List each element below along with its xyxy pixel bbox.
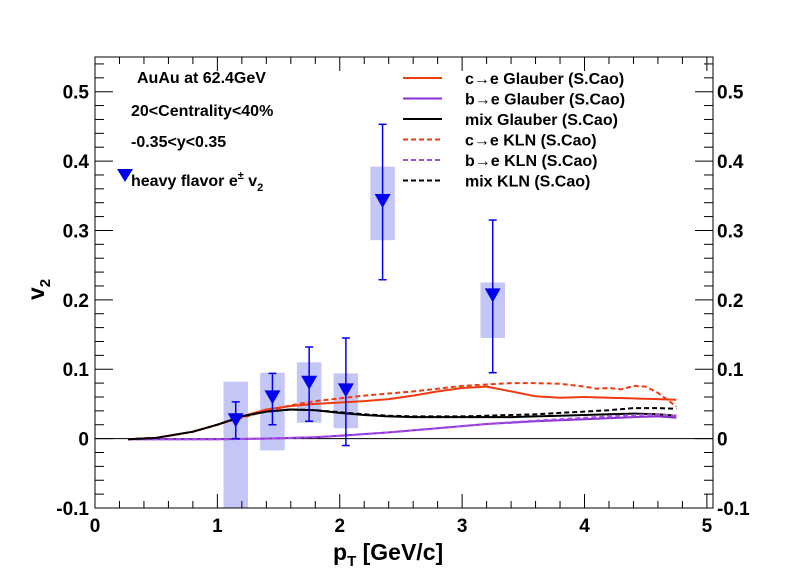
y-tick-label-left-2: 0.1 (63, 360, 90, 381)
legend-label-1: b→e Glauber (S.Cao) (465, 92, 625, 109)
legend-label-4: b→e KLN (S.Cao) (465, 153, 597, 170)
y-tick-label-left-4: 0.3 (63, 221, 89, 242)
y-tick-label-left-5: 0.4 (63, 152, 90, 173)
data-point-0 (227, 413, 244, 428)
y-tick-label-right-6: 0.5 (717, 83, 744, 104)
x-tick-label-2: 2 (334, 516, 345, 537)
annotations: AuAu at 62.4GeV 20<Centrality<40% -0.35<… (117, 70, 273, 194)
y-tick-label-right-2: 0.1 (717, 360, 744, 381)
data-point-2 (301, 375, 318, 390)
y-axis-title: v2 (23, 279, 54, 300)
data-markers (227, 194, 501, 428)
annotation-collision: AuAu at 62.4GeV (137, 70, 266, 87)
sys-box-0 (223, 381, 248, 508)
data-legend-label: heavy flavor e± v2 (131, 170, 263, 194)
data-point-4 (374, 194, 391, 209)
y-tick-labels-right: -0.1 0 0.1 0.2 0.3 0.4 0.5 (717, 83, 750, 520)
data-point-3 (337, 383, 354, 398)
legend-label-5: mix KLN (S.Cao) (465, 174, 590, 191)
x-axis-title: pT [GeV/c] (333, 539, 443, 570)
y-tick-label-left-3: 0.2 (63, 291, 89, 312)
y-tick-label-right-3: 0.2 (717, 291, 743, 312)
x-tick-label-3: 3 (457, 516, 468, 537)
y-tick-label-right-4: 0.3 (717, 221, 743, 242)
y-tick-label-left-0: -0.1 (56, 499, 89, 520)
y-tick-label-right-1: 0 (717, 430, 728, 451)
y-tick-label-right-5: 0.4 (717, 152, 744, 173)
x-tick-labels: 0 1 2 3 4 5 (90, 516, 713, 537)
axis-ticks (94, 57, 713, 509)
x-tick-label-4: 4 (579, 516, 590, 537)
data-point-1 (264, 390, 281, 405)
legend-label-0: c→e Glauber (S.Cao) (465, 71, 624, 88)
data-point-5 (484, 288, 501, 303)
y-tick-label-left-6: 0.5 (63, 83, 90, 104)
model-legend: c→e Glauber (S.Cao) b→e Glauber (S.Cao) mi… (403, 71, 625, 191)
plot-frame (94, 56, 714, 509)
y-tick-label-right-0: -0.1 (717, 499, 750, 520)
legend-label-2: mix Glauber (S.Cao) (465, 112, 618, 129)
y-tick-label-left-1: 0 (78, 430, 89, 451)
x-tick-label-5: 5 (702, 516, 713, 537)
data-legend-marker-icon (117, 169, 133, 182)
x-tick-label-0: 0 (90, 516, 101, 537)
annotation-rapidity: -0.35<y<0.35 (131, 134, 226, 151)
legend-label-3: c→e KLN (S.Cao) (465, 133, 597, 150)
annotation-centrality: 20<Centrality<40% (131, 103, 273, 120)
y-tick-labels-left: -0.1 0 0.1 0.2 0.3 0.4 0.5 (56, 83, 89, 520)
x-tick-label-1: 1 (212, 516, 223, 537)
